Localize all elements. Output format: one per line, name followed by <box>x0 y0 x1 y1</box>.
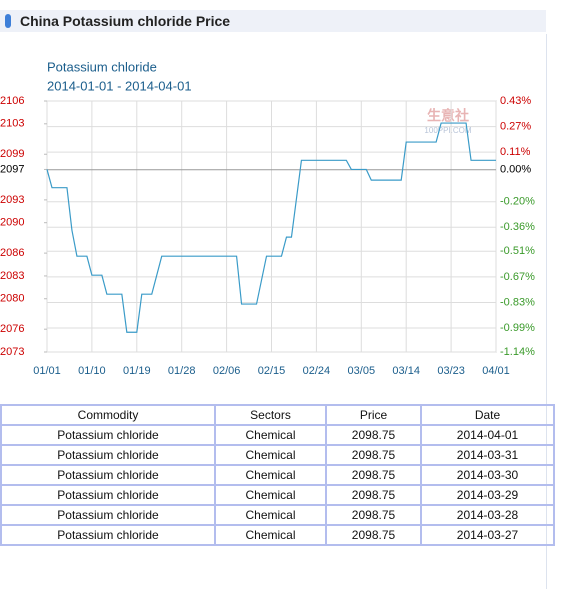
x-tick-label: 04/01 <box>482 365 510 377</box>
y-tick-label: 2080 <box>0 293 24 305</box>
table-cell: 2098.75 <box>325 504 422 526</box>
table-cell: 2014-03-31 <box>420 444 555 466</box>
y-tick-label: 2073 <box>0 346 24 358</box>
table-cell: Chemical <box>214 504 327 526</box>
table-cell: 2014-03-30 <box>420 464 555 486</box>
x-tick-label: 03/14 <box>392 365 420 377</box>
table-cell: 2098.75 <box>325 424 422 446</box>
y2-tick-label: -0.99% <box>500 322 535 334</box>
table-cell: 2098.75 <box>325 444 422 466</box>
y2-tick-label: -0.67% <box>500 271 535 283</box>
y2-tick-label: -0.36% <box>500 221 535 233</box>
y-tick-label: 2083 <box>0 270 24 282</box>
x-tick-label: 02/15 <box>258 365 286 377</box>
y2-tick-label: -1.14% <box>500 346 535 358</box>
y-tick-label: 2086 <box>0 247 24 259</box>
y2-tick-label: 0.11% <box>500 146 531 158</box>
x-tick-label: 01/28 <box>168 365 196 377</box>
watermark: 100PPI.COM <box>424 126 471 135</box>
table-cell: 2098.75 <box>325 484 422 506</box>
table-cell: Potassium chloride <box>0 444 216 466</box>
y-tick-label: 2106 <box>0 95 24 107</box>
x-tick-label: 01/01 <box>33 365 61 377</box>
column-header: Price <box>325 404 422 426</box>
table-cell: Potassium chloride <box>0 524 216 546</box>
divider <box>546 34 547 589</box>
column-header: Date <box>420 404 555 426</box>
y2-tick-label: 0.27% <box>500 120 531 132</box>
x-tick-label: 01/19 <box>123 365 151 377</box>
table-cell: Chemical <box>214 464 327 486</box>
y2-tick-label: 0.43% <box>500 95 531 107</box>
y2-tick-label: 0.00% <box>500 164 531 176</box>
y-tick-label: 2097 <box>0 163 24 175</box>
table-row: Potassium chloride Chemical 2098.75 2014-03… <box>0 464 555 486</box>
table-row: Potassium chloride Chemical 2098.75 2014-03… <box>0 484 555 506</box>
table-cell: Chemical <box>214 484 327 506</box>
header-icon <box>5 14 11 28</box>
chart-subtitle: 2014-01-01 - 2014-04-01 <box>47 78 192 93</box>
table-row: Potassium chloride Chemical 2098.75 2014-03… <box>0 524 555 546</box>
y2-tick-label: -0.51% <box>500 245 535 257</box>
table-cell: Potassium chloride <box>0 464 216 486</box>
y2-tick-label: -0.83% <box>500 296 535 308</box>
table-row: Potassium chloride Chemical 2098.75 2014-03… <box>0 444 555 466</box>
table-cell: 2014-04-01 <box>420 424 555 446</box>
y-tick-label: 2076 <box>0 323 24 335</box>
table-cell: 2014-03-27 <box>420 524 555 546</box>
table-cell: 2014-03-29 <box>420 484 555 506</box>
table-row: Potassium chloride Chemical 2098.75 2014-03… <box>0 504 555 526</box>
table-cell: Chemical <box>214 524 327 546</box>
table-cell: Potassium chloride <box>0 504 216 526</box>
watermark: 生意社 <box>427 108 469 124</box>
chart-title: Potassium chloride <box>47 59 157 74</box>
y-tick-label: 2093 <box>0 194 24 206</box>
x-tick-label: 01/10 <box>78 365 106 377</box>
y-tick-label: 2103 <box>0 118 24 130</box>
column-header: Sectors <box>214 404 327 426</box>
x-tick-label: 02/24 <box>303 365 331 377</box>
x-tick-label: 03/05 <box>348 365 376 377</box>
column-header: Commodity <box>0 404 216 426</box>
header: China Potassium chloride Price <box>0 10 546 32</box>
table-cell: Chemical <box>214 444 327 466</box>
y-tick-label: 2099 <box>0 148 24 160</box>
table-cell: Potassium chloride <box>0 484 216 506</box>
header-row: Commodity Sectors Price Date <box>0 404 555 426</box>
x-tick-label: 03/23 <box>437 365 465 377</box>
header-title: China Potassium chloride Price <box>20 13 231 29</box>
y-tick-label: 2090 <box>0 217 24 229</box>
price-line <box>46 122 496 333</box>
table-cell: 2098.75 <box>325 524 422 546</box>
table-cell: Chemical <box>214 424 327 446</box>
price-table: Commodity Sectors Price Date Potassium chlor… <box>0 404 555 546</box>
table-cell: Potassium chloride <box>0 424 216 446</box>
x-tick-label: 02/06 <box>213 365 241 377</box>
table-row: Potassium chloride Chemical 2098.75 2014-04… <box>0 424 555 446</box>
table-cell: 2098.75 <box>325 464 422 486</box>
y2-tick-label: -0.20% <box>500 196 535 208</box>
chart: Potassium chloride 2014-01-01 - 2014-04-… <box>0 59 535 377</box>
table-cell: 2014-03-28 <box>420 504 555 526</box>
